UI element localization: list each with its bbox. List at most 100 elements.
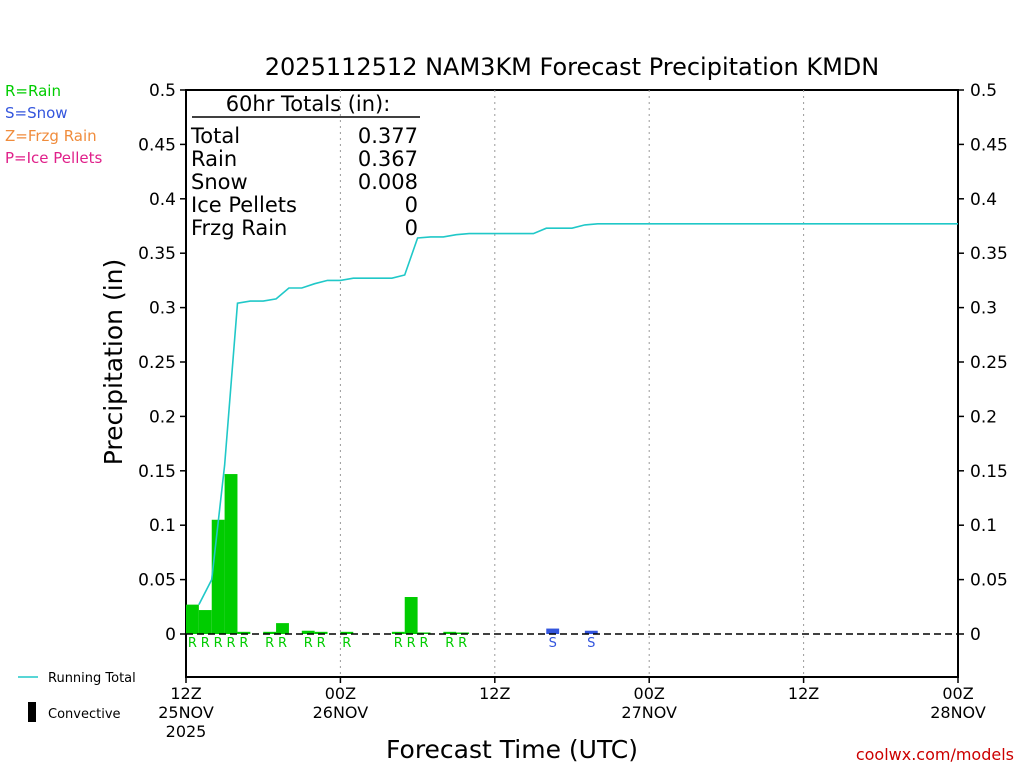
precip-bar bbox=[276, 623, 289, 634]
x-tick-label: 27NOV bbox=[621, 703, 677, 722]
y-tick-label-right: 0.2 bbox=[970, 407, 997, 427]
x-tick-label: 28NOV bbox=[930, 703, 986, 722]
totals-value: 0 bbox=[405, 193, 418, 217]
bars-group bbox=[186, 474, 598, 634]
y-tick-label: 0.1 bbox=[149, 516, 176, 536]
precip-type-label: R bbox=[394, 636, 403, 651]
totals-value: 0.008 bbox=[358, 170, 418, 194]
precip-type-label: R bbox=[188, 636, 197, 651]
y-tick-label-right: 0.05 bbox=[970, 571, 1008, 591]
y-tick-label-right: 0.1 bbox=[970, 516, 997, 536]
y-tick-label: 0.15 bbox=[138, 462, 176, 482]
y-tick-label: 0.3 bbox=[149, 299, 176, 319]
x-tick-label: 12Z bbox=[479, 684, 510, 703]
y-tick-label-right: 0.15 bbox=[970, 462, 1008, 482]
y-tick-label-right: 0 bbox=[970, 625, 981, 645]
y-axis-label: Precipitation (in) bbox=[99, 259, 128, 466]
y-tick-label-right: 0.3 bbox=[970, 299, 997, 319]
y-tick-label-right: 0.5 bbox=[970, 81, 997, 101]
y-tick-label: 0.35 bbox=[138, 244, 176, 264]
y-tick-label: 0.45 bbox=[138, 135, 176, 155]
precip-type-label: R bbox=[278, 636, 287, 651]
y-tick-label: 0.2 bbox=[149, 407, 176, 427]
totals-label: Snow bbox=[191, 170, 248, 194]
credit-text: coolwx.com/models bbox=[856, 745, 1014, 764]
y-axis-left: 0 0.05 0.1 0.15 0.2 0.25 0.3 0.35 0.4 0.45 0.5 bbox=[138, 81, 186, 645]
totals-heading: 60hr Totals (in): bbox=[226, 92, 391, 116]
legend-rain: R=Rain bbox=[5, 82, 61, 100]
precip-type-label: R bbox=[407, 636, 416, 651]
totals-value: 0.377 bbox=[358, 124, 418, 148]
totals-box: 60hr Totals (in): Total 0.377 Rain 0.367… bbox=[190, 92, 420, 240]
precip-type-label: R bbox=[304, 636, 313, 651]
precip-bar bbox=[198, 610, 212, 634]
totals-value: 0 bbox=[405, 216, 418, 240]
convective-legend-label: Convective bbox=[48, 707, 121, 722]
precip-type-label: R bbox=[201, 636, 210, 651]
precip-bar bbox=[224, 474, 238, 634]
precip-bar bbox=[263, 631, 277, 634]
totals-label: Frzg Rain bbox=[191, 216, 287, 240]
x-tick-label: 12Z bbox=[170, 684, 201, 703]
running-total-line bbox=[198, 223, 958, 605]
totals-label: Ice Pellets bbox=[191, 193, 297, 217]
precip-bar bbox=[301, 630, 315, 634]
y-tick-label: 0 bbox=[165, 625, 176, 645]
precip-type-label: R bbox=[342, 636, 351, 651]
precip-bar bbox=[237, 631, 251, 634]
precip-bar bbox=[443, 631, 457, 634]
precip-bar bbox=[584, 630, 598, 634]
plot-frame bbox=[185, 89, 959, 678]
precip-type-label: R bbox=[265, 636, 274, 651]
y-tick-label-right: 0.35 bbox=[970, 244, 1008, 264]
precip-bar bbox=[211, 519, 225, 634]
precip-type-label: R bbox=[227, 636, 236, 651]
precip-type-legend: R=Rain S=Snow Z=Frzg Rain P=Ice Pellets bbox=[5, 82, 102, 167]
y-axis-right: 0 0.05 0.1 0.15 0.2 0.25 0.3 0.35 0.4 0.45 0.5 bbox=[958, 81, 1008, 645]
totals-label: Total bbox=[190, 124, 240, 148]
precip-type-label: R bbox=[458, 636, 467, 651]
y-tick-label: 0.5 bbox=[149, 81, 176, 101]
x-tick-label: 25NOV bbox=[158, 703, 214, 722]
legend-frzg-rain: Z=Frzg Rain bbox=[5, 127, 97, 145]
precip-bar bbox=[546, 628, 560, 634]
y-tick-label-right: 0.45 bbox=[970, 135, 1008, 155]
y-tick-label: 0.25 bbox=[138, 353, 176, 373]
x-axis-label: Forecast Time (UTC) bbox=[386, 735, 638, 764]
precip-type-label: R bbox=[317, 636, 326, 651]
legend-ice-pellets: P=Ice Pellets bbox=[5, 149, 102, 167]
gridlines bbox=[339, 90, 805, 677]
precip-type-label: S bbox=[587, 636, 595, 651]
x-tick-label: 12Z bbox=[788, 684, 819, 703]
x-tick-label: 00Z bbox=[942, 684, 973, 703]
running-total-legend-label: Running Total bbox=[48, 671, 136, 686]
precip-type-label: R bbox=[420, 636, 429, 651]
totals-label: Rain bbox=[191, 147, 237, 171]
x-tick-label: 2025 bbox=[166, 722, 207, 741]
precip-type-label: R bbox=[214, 636, 223, 651]
precip-type-label: R bbox=[239, 636, 248, 651]
x-tick-label: 00Z bbox=[634, 684, 665, 703]
line-legend: Running Total Convective bbox=[18, 671, 136, 722]
precip-bar bbox=[391, 631, 405, 634]
y-tick-label-right: 0.4 bbox=[970, 190, 997, 210]
precip-bar bbox=[404, 597, 418, 634]
precip-bar bbox=[314, 631, 328, 634]
x-tick-label: 26NOV bbox=[313, 703, 369, 722]
convective-legend-swatch bbox=[28, 702, 36, 722]
x-tick-label: 00Z bbox=[325, 684, 356, 703]
precip-bar bbox=[340, 631, 354, 634]
y-tick-label: 0.05 bbox=[138, 571, 176, 591]
legend-snow: S=Snow bbox=[5, 104, 68, 122]
precip-bar bbox=[186, 604, 199, 634]
precip-type-label: R bbox=[445, 636, 454, 651]
precip-bar bbox=[417, 632, 431, 634]
y-tick-label-right: 0.25 bbox=[970, 353, 1008, 373]
precip-type-label: S bbox=[549, 636, 557, 651]
y-tick-label: 0.4 bbox=[149, 190, 176, 210]
totals-value: 0.367 bbox=[358, 147, 418, 171]
chart-title: 2025112512 NAM3KM Forecast Precipitation… bbox=[265, 53, 879, 81]
